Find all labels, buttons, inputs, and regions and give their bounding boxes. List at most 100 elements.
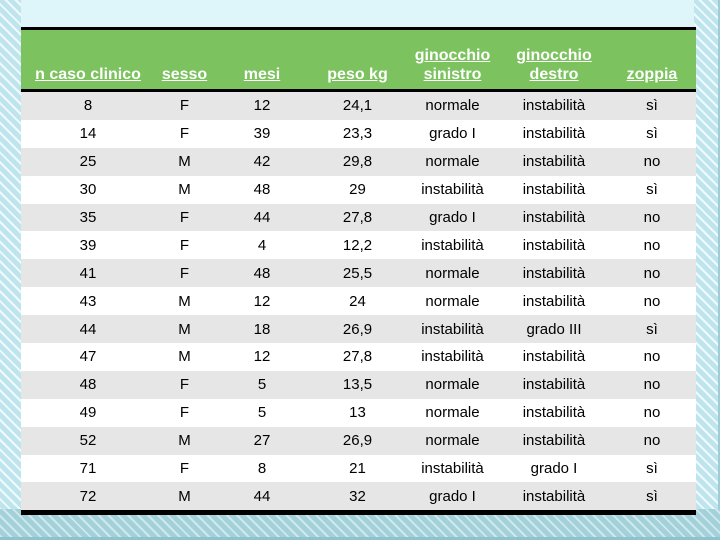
- table-cell: 5: [257, 376, 267, 394]
- table-row: 71 F 8 21 instabilità grado I sì: [21, 454, 696, 483]
- table-cell: instabilità: [522, 487, 586, 505]
- table-cell: instabilità: [421, 236, 484, 254]
- table-cell: instabilità: [421, 348, 484, 366]
- table-cell: grado I: [429, 487, 476, 505]
- table-cell: 41: [79, 264, 97, 282]
- table-cell: 49: [79, 404, 97, 422]
- table-cell: 27,8: [342, 348, 373, 366]
- table-cell: grado I: [429, 125, 476, 143]
- table-cell: 12: [253, 97, 271, 115]
- table-row: 8 F 12 24,1 normale instabilità sì: [21, 90, 696, 120]
- table-cell: sì: [646, 125, 658, 143]
- table-cell: normale: [425, 376, 480, 394]
- table-cell: 27,8: [342, 209, 373, 226]
- table-cell: sì: [646, 181, 658, 199]
- table-cell: 12: [253, 348, 271, 366]
- column-header-mesi: mesi: [214, 28, 310, 92]
- table-row: 41 F 48 25,5 normale instabilità no: [21, 259, 696, 288]
- table-cell: F: [179, 404, 190, 422]
- table-cell: 21: [349, 460, 366, 478]
- table-cell: instabilità: [421, 460, 484, 478]
- column-header-n-caso-clinico: n caso clinico: [21, 28, 155, 92]
- column-header-peso-kg: peso kg: [310, 28, 405, 92]
- table-cell: 44: [253, 209, 271, 226]
- table-cell: normale: [425, 404, 480, 422]
- table-cell: no: [643, 209, 661, 226]
- table-cell: 14: [79, 125, 97, 143]
- table-cell: no: [643, 376, 661, 394]
- table-cell: instabilità: [522, 153, 586, 171]
- table-cell: no: [643, 348, 661, 366]
- table-cell: 47: [79, 348, 97, 366]
- table-row: 44 M 18 26,9 instabilità grado III sì: [21, 315, 696, 344]
- table-cell: 48: [79, 376, 97, 394]
- table-cell: M: [178, 181, 191, 199]
- table-cell: 24: [349, 292, 366, 310]
- table-row: 39 F 4 12,2 instabilità instabilità no: [21, 231, 696, 260]
- table-cell: instabilità: [522, 125, 586, 143]
- table-cell: sì: [646, 487, 658, 505]
- table-cell: instabilità: [522, 181, 586, 199]
- table-cell: M: [178, 292, 191, 310]
- table-cell: 43: [79, 292, 97, 310]
- table-row: 25 M 42 29,8 normale instabilità no: [21, 147, 696, 176]
- table-cell: normale: [425, 97, 480, 115]
- header-row: n caso clinico sesso mesi peso kg ginocc…: [21, 28, 696, 92]
- table-cell: no: [643, 404, 661, 422]
- table-cell: sì: [646, 320, 658, 338]
- table-cell: instabilità: [522, 348, 586, 366]
- table-cell: 26,9: [342, 432, 373, 450]
- table-cell: 35: [79, 209, 97, 226]
- table-cell: 44: [79, 320, 97, 338]
- background-stripes-left: [0, 0, 21, 540]
- table-cell: 52: [79, 432, 97, 450]
- table-cell: 39: [79, 236, 97, 254]
- table-cell: grado III: [526, 320, 582, 338]
- table-cell: 29: [349, 181, 366, 199]
- table-cell: 48: [253, 264, 271, 282]
- table-cell: 12: [253, 292, 271, 310]
- table-cell: sì: [646, 97, 658, 115]
- table-cell: 25,5: [342, 264, 373, 282]
- table-cell: instabilità: [522, 264, 586, 282]
- table-cell: 32: [349, 487, 366, 505]
- table-row: 72 M 44 32 grado I instabilità sì: [21, 482, 696, 513]
- table-cell: 4: [257, 236, 267, 254]
- column-header-ginocchio-destro: ginocchio destro: [500, 28, 608, 92]
- table-cell: instabilità: [522, 432, 586, 450]
- table-cell: instabilità: [522, 376, 586, 394]
- table-cell: no: [643, 153, 661, 171]
- table-cell: 29,8: [342, 153, 373, 171]
- table-cell: normale: [425, 153, 480, 171]
- table-row: 43 M 12 24 normale instabilità no: [21, 287, 696, 316]
- table-cell: 8: [257, 460, 267, 478]
- table-cell: instabilità: [522, 97, 586, 115]
- table-row: 47 M 12 27,8 instabilità instabilità no: [21, 343, 696, 371]
- table-cell: 42: [253, 153, 271, 171]
- table-row: 52 M 27 26,9 normale instabilità no: [21, 426, 696, 455]
- table-cell: instabilità: [522, 404, 586, 422]
- table-cell: 39: [253, 125, 271, 143]
- table-cell: instabilità: [421, 181, 484, 199]
- table-cell: 27: [253, 432, 271, 450]
- table-cell: 71: [79, 460, 97, 478]
- table-cell: grado I: [429, 209, 476, 226]
- table-cell: instabilità: [522, 236, 586, 254]
- table-cell: M: [178, 487, 191, 505]
- table-cell: F: [179, 460, 190, 478]
- table-cell: no: [643, 264, 661, 282]
- table-cell: M: [178, 348, 191, 366]
- table-cell: F: [179, 125, 190, 143]
- table-cell: normale: [425, 432, 480, 450]
- table-cell: instabilità: [522, 292, 586, 310]
- table-row: 49 F 5 13 normale instabilità no: [21, 398, 696, 427]
- table-cell: no: [643, 292, 661, 310]
- table-cell: 18: [253, 320, 271, 338]
- table-cell: instabilità: [522, 209, 586, 226]
- table-cell: 12,2: [342, 236, 373, 254]
- table-cell: F: [179, 236, 190, 254]
- table-cell: 24,1: [342, 97, 373, 115]
- table-cell: 5: [257, 404, 267, 422]
- table-cell: 72: [79, 487, 97, 505]
